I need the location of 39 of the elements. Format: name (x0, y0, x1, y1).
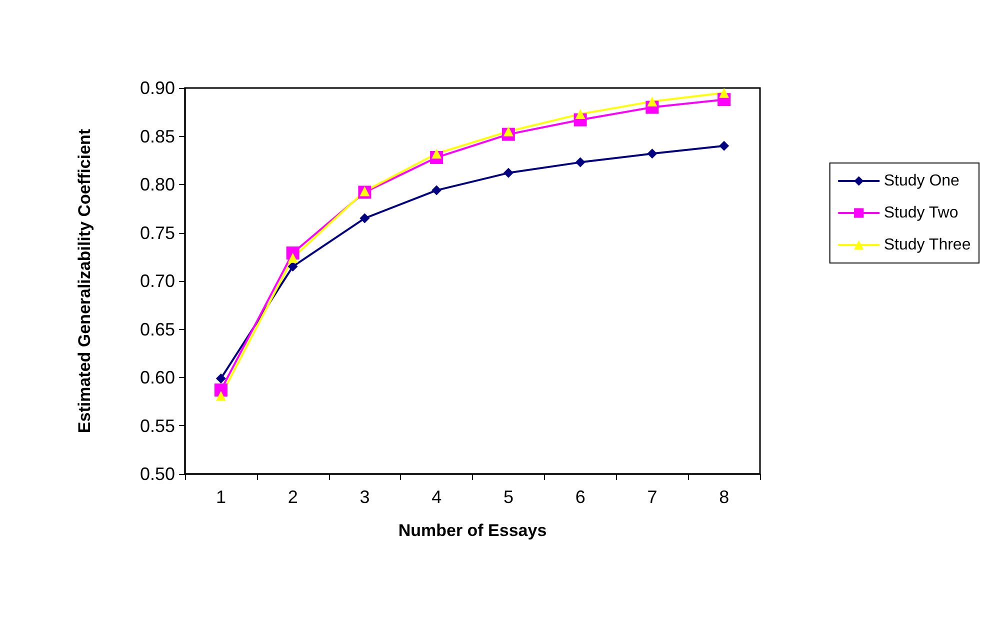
y-tick-label: 0.70 (140, 271, 175, 291)
point (216, 390, 226, 401)
legend-label: Study Two (884, 204, 958, 222)
x-tick-label: 1 (216, 487, 226, 507)
x-tick-label: 5 (503, 487, 514, 507)
point (575, 157, 586, 168)
point (432, 185, 442, 196)
x-tick-label: 4 (432, 487, 442, 507)
point (719, 88, 730, 98)
y-tick-label: 0.75 (140, 222, 175, 243)
x-tick-label: 8 (719, 487, 730, 507)
y-tick-label: 0.65 (140, 319, 175, 340)
y-tick-label: 0.55 (140, 416, 175, 436)
x-axis-title: Number of Essays (398, 521, 547, 540)
point (719, 140, 730, 151)
point (288, 252, 298, 263)
point (216, 373, 226, 384)
x-tick-label: 6 (575, 487, 586, 507)
y-tick-label: 0.60 (140, 368, 175, 388)
x-tick-label: 3 (360, 487, 370, 507)
point (647, 148, 658, 159)
y-tick-label: 0.85 (140, 126, 175, 146)
point (214, 384, 228, 397)
x-tick-label: 7 (647, 487, 658, 507)
point (360, 186, 370, 196)
y-tick-label: 0.80 (140, 174, 175, 194)
legend-label: Study One (884, 172, 960, 190)
point (503, 126, 514, 136)
x-tick-label: 2 (288, 487, 298, 507)
point (360, 213, 370, 224)
point (432, 148, 442, 159)
y-tick-label: 0.50 (140, 464, 175, 484)
point (647, 96, 658, 107)
legend-label: Study Three (884, 236, 971, 254)
y-axis-title: Estimated Generalizability Coefficient (75, 128, 94, 434)
y-tick-label: 0.90 (140, 78, 175, 98)
point (503, 168, 514, 178)
point (288, 262, 298, 272)
point (575, 109, 586, 120)
